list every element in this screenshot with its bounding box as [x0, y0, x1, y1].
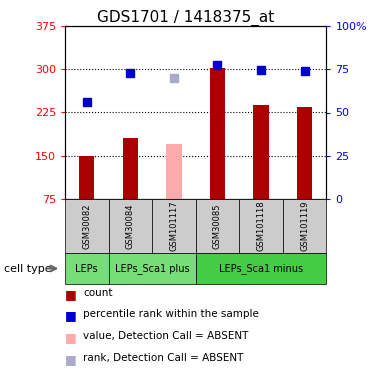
- Text: count: count: [83, 288, 113, 298]
- Text: GSM101117: GSM101117: [170, 201, 178, 251]
- Bar: [79, 156, 94, 199]
- Text: GSM30082: GSM30082: [82, 203, 91, 249]
- Text: GSM101119: GSM101119: [300, 201, 309, 251]
- Text: LEPs: LEPs: [75, 264, 98, 273]
- Text: LEPs_Sca1 plus: LEPs_Sca1 plus: [115, 263, 190, 274]
- Bar: [196, 199, 239, 253]
- Text: GSM30085: GSM30085: [213, 203, 222, 249]
- Text: ■: ■: [65, 288, 77, 301]
- Bar: [283, 199, 326, 253]
- Bar: [196, 253, 326, 284]
- Bar: [297, 107, 312, 199]
- Bar: [123, 138, 138, 199]
- Text: rank, Detection Call = ABSENT: rank, Detection Call = ABSENT: [83, 353, 244, 363]
- Text: ■: ■: [65, 309, 77, 322]
- Bar: [166, 144, 181, 199]
- Bar: [65, 199, 109, 253]
- Bar: [65, 253, 109, 284]
- Text: GSM101118: GSM101118: [257, 201, 266, 251]
- Bar: [253, 105, 269, 199]
- Text: GDS1701 / 1418375_at: GDS1701 / 1418375_at: [97, 9, 274, 26]
- Bar: [210, 68, 225, 199]
- Text: value, Detection Call = ABSENT: value, Detection Call = ABSENT: [83, 331, 249, 341]
- Bar: [109, 199, 152, 253]
- Bar: [109, 253, 196, 284]
- Text: ■: ■: [65, 353, 77, 366]
- Text: GSM30084: GSM30084: [126, 203, 135, 249]
- Text: ■: ■: [65, 331, 77, 344]
- Text: percentile rank within the sample: percentile rank within the sample: [83, 309, 259, 320]
- Bar: [239, 199, 283, 253]
- Bar: [152, 199, 196, 253]
- Text: LEPs_Sca1 minus: LEPs_Sca1 minus: [219, 263, 303, 274]
- Text: cell type: cell type: [4, 264, 51, 273]
